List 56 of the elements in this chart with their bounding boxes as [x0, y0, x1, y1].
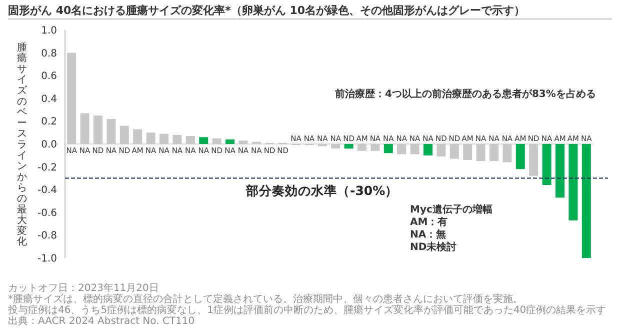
text: 腫瘍サイズのベースラインからの最大変化 — [17, 42, 27, 248]
y-tick-label: -0.8 — [37, 230, 57, 242]
bar — [120, 126, 129, 144]
annotation: 前治療歴：4つ以上の前治療歴のある患者が83%を占める — [334, 88, 596, 100]
bar — [106, 118, 116, 144]
annotation: ND未検討 — [410, 240, 457, 253]
bar — [172, 134, 182, 144]
bar — [397, 144, 406, 154]
bar — [384, 144, 393, 154]
chart-title: 固形がん 40名における腫瘍サイズの変化率*（卵巣がん 10名が緑色、その他固形がんはグレーで示す） — [8, 4, 526, 17]
bar — [490, 144, 498, 162]
bar — [436, 144, 446, 157]
y-tick-label: 0.4 — [41, 94, 57, 105]
y-tick-label: -0.4 — [37, 185, 57, 196]
bar — [186, 136, 195, 144]
bar — [199, 137, 208, 144]
source-note: 出典：AACR 2024 Abstract No. CT110 — [8, 316, 196, 327]
annotation: NA：無 — [410, 228, 446, 240]
bar — [582, 144, 591, 258]
bar — [94, 116, 102, 144]
bar — [410, 144, 420, 154]
bar — [370, 144, 380, 151]
y-tick-label: 0.2 — [41, 116, 57, 128]
bar — [133, 129, 142, 144]
bar — [238, 140, 248, 144]
text: カットオフ日：2023年11月20日 — [8, 283, 160, 294]
bar — [226, 139, 234, 144]
annotation: AM：有 — [410, 216, 448, 228]
bar — [556, 144, 564, 198]
y-tick-label: 1.0 — [41, 26, 57, 36]
text: *腫瘍サイズは、標的病変の直径の合計として定義されている。治療期間中、個々の患者さんにおいて評価を実施。 — [8, 294, 524, 305]
ref-line-label: 部分奏効の水準（-30%） — [245, 183, 398, 198]
bar — [450, 144, 459, 159]
bar — [516, 144, 525, 170]
bar — [424, 144, 432, 156]
bar — [529, 144, 538, 176]
bar — [476, 144, 486, 162]
y-tick-label: -1.0 — [37, 254, 57, 264]
y-tick-label: 0.0 — [41, 140, 57, 150]
y-tick-label: -0.6 — [37, 208, 57, 219]
y-tick-label: 0.8 — [41, 48, 57, 60]
annotation: Myc遺伝子の増幅 — [410, 203, 492, 216]
bar — [502, 144, 512, 162]
bar — [463, 144, 472, 160]
bar — [542, 144, 552, 186]
bar — [212, 138, 222, 144]
y-tick-label: 0.6 — [41, 71, 57, 82]
bar — [331, 144, 340, 149]
bar — [344, 144, 354, 149]
text: 投与症例は46、うち5症例は標的病変なし、1症例は評価前の中断のため、腫瘍サイズ変化率が評価可能であった40症例の結果を示す — [8, 305, 608, 316]
bar — [160, 134, 168, 144]
bar — [146, 132, 156, 144]
bar — [568, 144, 578, 220]
y-tick-label: -0.2 — [37, 162, 57, 174]
bar — [80, 113, 90, 144]
bar — [358, 144, 366, 151]
